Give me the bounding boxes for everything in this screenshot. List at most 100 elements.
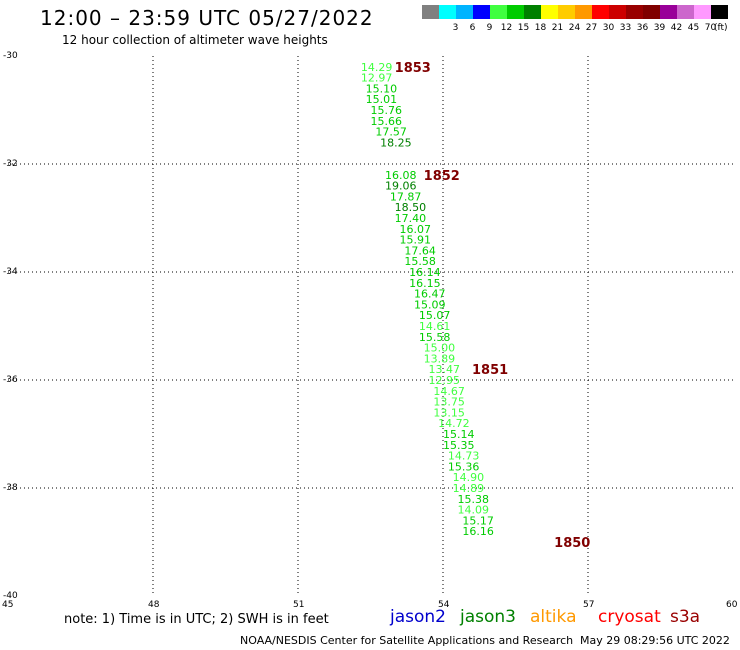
wave-height-value: 19.06 — [385, 180, 417, 193]
longitude-label: 51 — [293, 600, 305, 610]
wave-height-value: 16.16 — [462, 525, 494, 538]
generated-timestamp: May 29 08:29:56 UTC 2022 — [580, 634, 730, 647]
wave-height-value: 16.07 — [400, 223, 432, 236]
color-bar-swatch — [711, 5, 728, 19]
satellite-pass-label: 1850 — [554, 536, 590, 551]
color-bar-swatch — [439, 5, 456, 19]
color-bar-swatch — [558, 5, 575, 19]
wave-height-value: 18.50 — [395, 201, 427, 214]
wave-height-value: 18.25 — [380, 136, 412, 149]
color-bar-swatch — [524, 5, 541, 19]
wave-height-value: 17.87 — [390, 190, 422, 203]
latitude-label: -36 — [3, 375, 18, 385]
wave-height-value: 15.35 — [443, 439, 475, 452]
color-bar-swatch — [575, 5, 592, 19]
latitude-label: -30 — [3, 51, 18, 61]
wave-height-value: 15.09 — [414, 298, 446, 311]
color-bar-swatch — [643, 5, 660, 19]
wave-height-value: 15.91 — [400, 234, 432, 247]
color-bar-label: 33 — [619, 23, 632, 33]
color-bar-unit: (ft) — [714, 23, 728, 33]
color-bar-label: 15 — [517, 23, 530, 33]
color-bar-label: 12 — [500, 23, 513, 33]
color-bar-label: 70 — [704, 23, 717, 33]
altimeter-map-plot: 14.2912.9715.1015.0115.7615.6617.5718.25… — [8, 56, 733, 596]
color-bar-label: 39 — [653, 23, 666, 33]
wave-height-value: 15.10 — [366, 82, 398, 95]
color-bar-swatch — [490, 5, 507, 19]
wave-height-value: 14.67 — [433, 385, 465, 398]
satellite-pass-label: 1851 — [472, 363, 508, 378]
satellite-pass-label: 1853 — [395, 61, 431, 76]
satellite-legend-altika: altika — [530, 607, 577, 627]
wave-height-value: 15.36 — [448, 460, 480, 473]
satellite-pass-labels: 1853 1852 1851 1850 — [395, 61, 591, 551]
wave-height-observations: 14.2912.9715.1015.0115.7615.6617.5718.25… — [361, 61, 494, 538]
wave-height-value: 14.89 — [453, 482, 485, 495]
color-bar-swatch — [507, 5, 524, 19]
units-note: note: 1) Time is in UTC; 2) SWH is in fe… — [64, 612, 329, 627]
wave-height-value: 17.57 — [375, 126, 407, 139]
latitude-label: -32 — [3, 159, 18, 169]
wave-height-value: 15.01 — [366, 93, 398, 106]
wave-height-value: 17.64 — [404, 244, 436, 257]
wave-height-value: 15.66 — [371, 115, 403, 128]
color-bar-swatch — [694, 5, 711, 19]
wave-height-value: 17.40 — [395, 212, 427, 225]
color-bar-swatch — [473, 5, 490, 19]
wave-height-value: 15.38 — [458, 493, 490, 506]
color-bar-label: 6 — [469, 23, 476, 33]
wave-height-value: 14.61 — [419, 320, 451, 333]
wave-height-value: 15.07 — [419, 309, 451, 322]
color-bar-label: 36 — [636, 23, 649, 33]
color-bar-swatch — [422, 5, 439, 19]
color-bar-label: 21 — [551, 23, 564, 33]
satellite-pass-label: 1852 — [424, 169, 460, 184]
color-bar-swatch — [626, 5, 643, 19]
satellite-legend-jason3: jason3 — [460, 607, 516, 627]
latitude-label: -40 — [3, 591, 18, 601]
color-bar-label: 18 — [534, 23, 547, 33]
color-bar-label: 30 — [602, 23, 615, 33]
map-subtitle: 12 hour collection of altimeter wave hei… — [62, 33, 328, 47]
longitude-label: 60 — [726, 600, 738, 610]
map-grid — [8, 56, 733, 596]
satellite-legend-s3a: s3a — [670, 607, 701, 627]
wave-height-value: 12.97 — [361, 72, 393, 85]
longitude-label: 48 — [148, 600, 160, 610]
wave-height-value: 15.58 — [404, 255, 436, 268]
color-bar-label: 9 — [486, 23, 493, 33]
longitude-label: 45 — [2, 600, 14, 610]
wave-height-value: 16.14 — [409, 266, 441, 279]
color-bar-label: 3 — [452, 23, 459, 33]
wave-height-value: 12.95 — [429, 374, 461, 387]
source-credit: NOAA/NESDIS Center for Satellite Applica… — [240, 634, 574, 647]
color-bar-label: 42 — [670, 23, 683, 33]
color-bar-swatch — [541, 5, 558, 19]
color-bar-swatch — [677, 5, 694, 19]
color-bar-label: 27 — [585, 23, 598, 33]
color-bar-swatch — [456, 5, 473, 19]
wave-height-value: 13.47 — [429, 363, 461, 376]
wave-height-value: 16.15 — [409, 277, 441, 290]
wave-height-value: 13.15 — [433, 406, 465, 419]
wave-height-value: 14.73 — [448, 450, 480, 463]
wave-height-value: 13.75 — [433, 396, 465, 409]
wave-height-value: 16.08 — [385, 169, 417, 182]
satellite-legend-jason2: jason2 — [390, 607, 446, 627]
color-bar-label: 24 — [568, 23, 581, 33]
wave-height-value: 15.17 — [462, 514, 494, 527]
color-bar-swatch — [660, 5, 677, 19]
wave-height-value: 15.76 — [371, 104, 403, 117]
wave-height-value: 14.09 — [458, 504, 490, 517]
latitude-label: -34 — [3, 267, 18, 277]
wave-height-value: 15.58 — [419, 331, 451, 344]
latitude-label: -38 — [3, 483, 18, 493]
satellite-legend-cryosat: cryosat — [598, 607, 661, 627]
color-bar-label: 45 — [687, 23, 700, 33]
longitude-label: 57 — [583, 600, 595, 610]
color-bar-swatch — [609, 5, 626, 19]
wave-height-value: 16.47 — [414, 288, 446, 301]
wave-height-value: 13.89 — [424, 352, 456, 365]
wave-height-value: 14.90 — [453, 471, 485, 484]
